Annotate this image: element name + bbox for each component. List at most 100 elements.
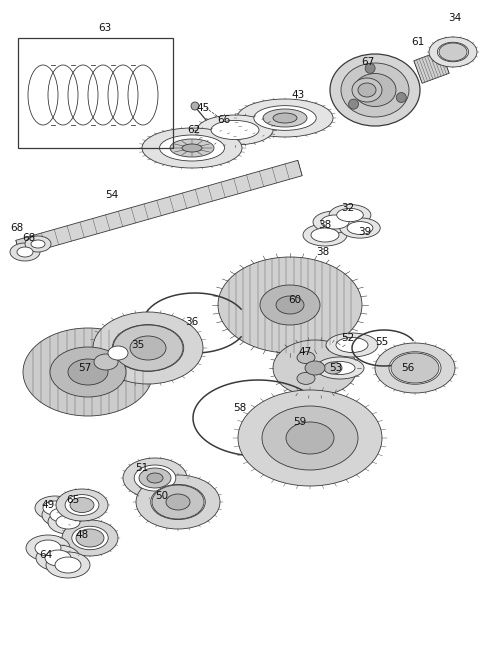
Ellipse shape: [108, 346, 128, 360]
Ellipse shape: [50, 508, 74, 522]
Ellipse shape: [297, 352, 315, 364]
Ellipse shape: [329, 204, 371, 225]
Ellipse shape: [166, 494, 190, 510]
Text: 54: 54: [106, 190, 119, 200]
Text: 67: 67: [361, 57, 374, 67]
Ellipse shape: [152, 485, 204, 519]
Text: 34: 34: [448, 13, 462, 23]
Ellipse shape: [326, 333, 378, 357]
Ellipse shape: [170, 139, 214, 157]
Text: 38: 38: [318, 220, 332, 230]
Ellipse shape: [325, 362, 355, 375]
Text: 62: 62: [187, 125, 201, 135]
Ellipse shape: [273, 340, 357, 396]
Ellipse shape: [45, 550, 71, 566]
Ellipse shape: [182, 144, 202, 152]
Text: 35: 35: [132, 340, 144, 350]
Text: 50: 50: [156, 491, 168, 501]
Ellipse shape: [218, 257, 362, 353]
Ellipse shape: [311, 228, 339, 242]
Ellipse shape: [139, 468, 171, 488]
Text: 66: 66: [217, 115, 230, 125]
Ellipse shape: [35, 496, 75, 520]
Ellipse shape: [330, 54, 420, 126]
Text: 59: 59: [293, 417, 307, 427]
Ellipse shape: [375, 343, 455, 393]
Polygon shape: [414, 50, 449, 83]
Ellipse shape: [321, 215, 349, 229]
Text: 39: 39: [359, 227, 372, 237]
Ellipse shape: [437, 43, 468, 62]
Ellipse shape: [62, 520, 118, 556]
Ellipse shape: [17, 247, 33, 257]
Ellipse shape: [36, 545, 80, 571]
Ellipse shape: [76, 529, 104, 547]
Ellipse shape: [347, 221, 373, 234]
Text: 55: 55: [375, 337, 389, 347]
Ellipse shape: [358, 83, 376, 97]
Ellipse shape: [273, 113, 297, 123]
Text: 61: 61: [411, 37, 425, 47]
Ellipse shape: [238, 390, 382, 486]
Ellipse shape: [336, 337, 368, 352]
Ellipse shape: [56, 515, 80, 529]
Ellipse shape: [94, 354, 118, 370]
Ellipse shape: [112, 325, 184, 371]
Ellipse shape: [134, 465, 176, 491]
Ellipse shape: [439, 43, 467, 61]
Ellipse shape: [316, 357, 364, 379]
Ellipse shape: [48, 510, 88, 534]
Text: 56: 56: [401, 363, 415, 373]
Ellipse shape: [389, 352, 441, 384]
Ellipse shape: [147, 473, 163, 483]
Ellipse shape: [46, 552, 90, 578]
Ellipse shape: [31, 240, 45, 248]
Ellipse shape: [26, 535, 70, 561]
Ellipse shape: [56, 489, 108, 521]
Ellipse shape: [113, 325, 183, 371]
Ellipse shape: [341, 63, 409, 117]
Ellipse shape: [286, 422, 334, 454]
Ellipse shape: [42, 503, 82, 527]
Ellipse shape: [211, 121, 259, 140]
Ellipse shape: [72, 527, 108, 550]
Ellipse shape: [136, 475, 220, 529]
Ellipse shape: [352, 78, 382, 102]
Ellipse shape: [263, 109, 307, 127]
Circle shape: [396, 92, 406, 103]
Circle shape: [365, 64, 375, 73]
Text: 68: 68: [11, 223, 24, 233]
Ellipse shape: [305, 361, 325, 375]
Ellipse shape: [43, 501, 67, 515]
Text: 49: 49: [41, 500, 55, 510]
Text: 64: 64: [39, 550, 53, 560]
Text: 51: 51: [135, 463, 149, 473]
Ellipse shape: [340, 218, 380, 238]
Ellipse shape: [70, 498, 94, 512]
Ellipse shape: [276, 296, 304, 314]
Ellipse shape: [50, 347, 126, 397]
Ellipse shape: [336, 208, 363, 221]
Text: 43: 43: [291, 90, 305, 100]
Text: 60: 60: [288, 295, 301, 305]
Ellipse shape: [130, 336, 166, 360]
Text: 52: 52: [341, 333, 355, 343]
Text: 36: 36: [185, 317, 199, 327]
Ellipse shape: [68, 359, 108, 385]
Text: 48: 48: [75, 530, 89, 540]
Text: 68: 68: [23, 233, 36, 243]
Ellipse shape: [10, 243, 40, 261]
Text: 63: 63: [98, 23, 112, 33]
Ellipse shape: [263, 407, 357, 469]
Text: 38: 38: [316, 247, 330, 257]
Ellipse shape: [354, 73, 396, 107]
Ellipse shape: [123, 458, 187, 498]
Ellipse shape: [65, 495, 99, 515]
Ellipse shape: [197, 115, 273, 145]
Ellipse shape: [151, 485, 205, 519]
Ellipse shape: [55, 557, 81, 573]
Ellipse shape: [25, 236, 51, 252]
Ellipse shape: [324, 362, 342, 374]
Ellipse shape: [297, 373, 315, 384]
Text: 65: 65: [66, 495, 80, 505]
